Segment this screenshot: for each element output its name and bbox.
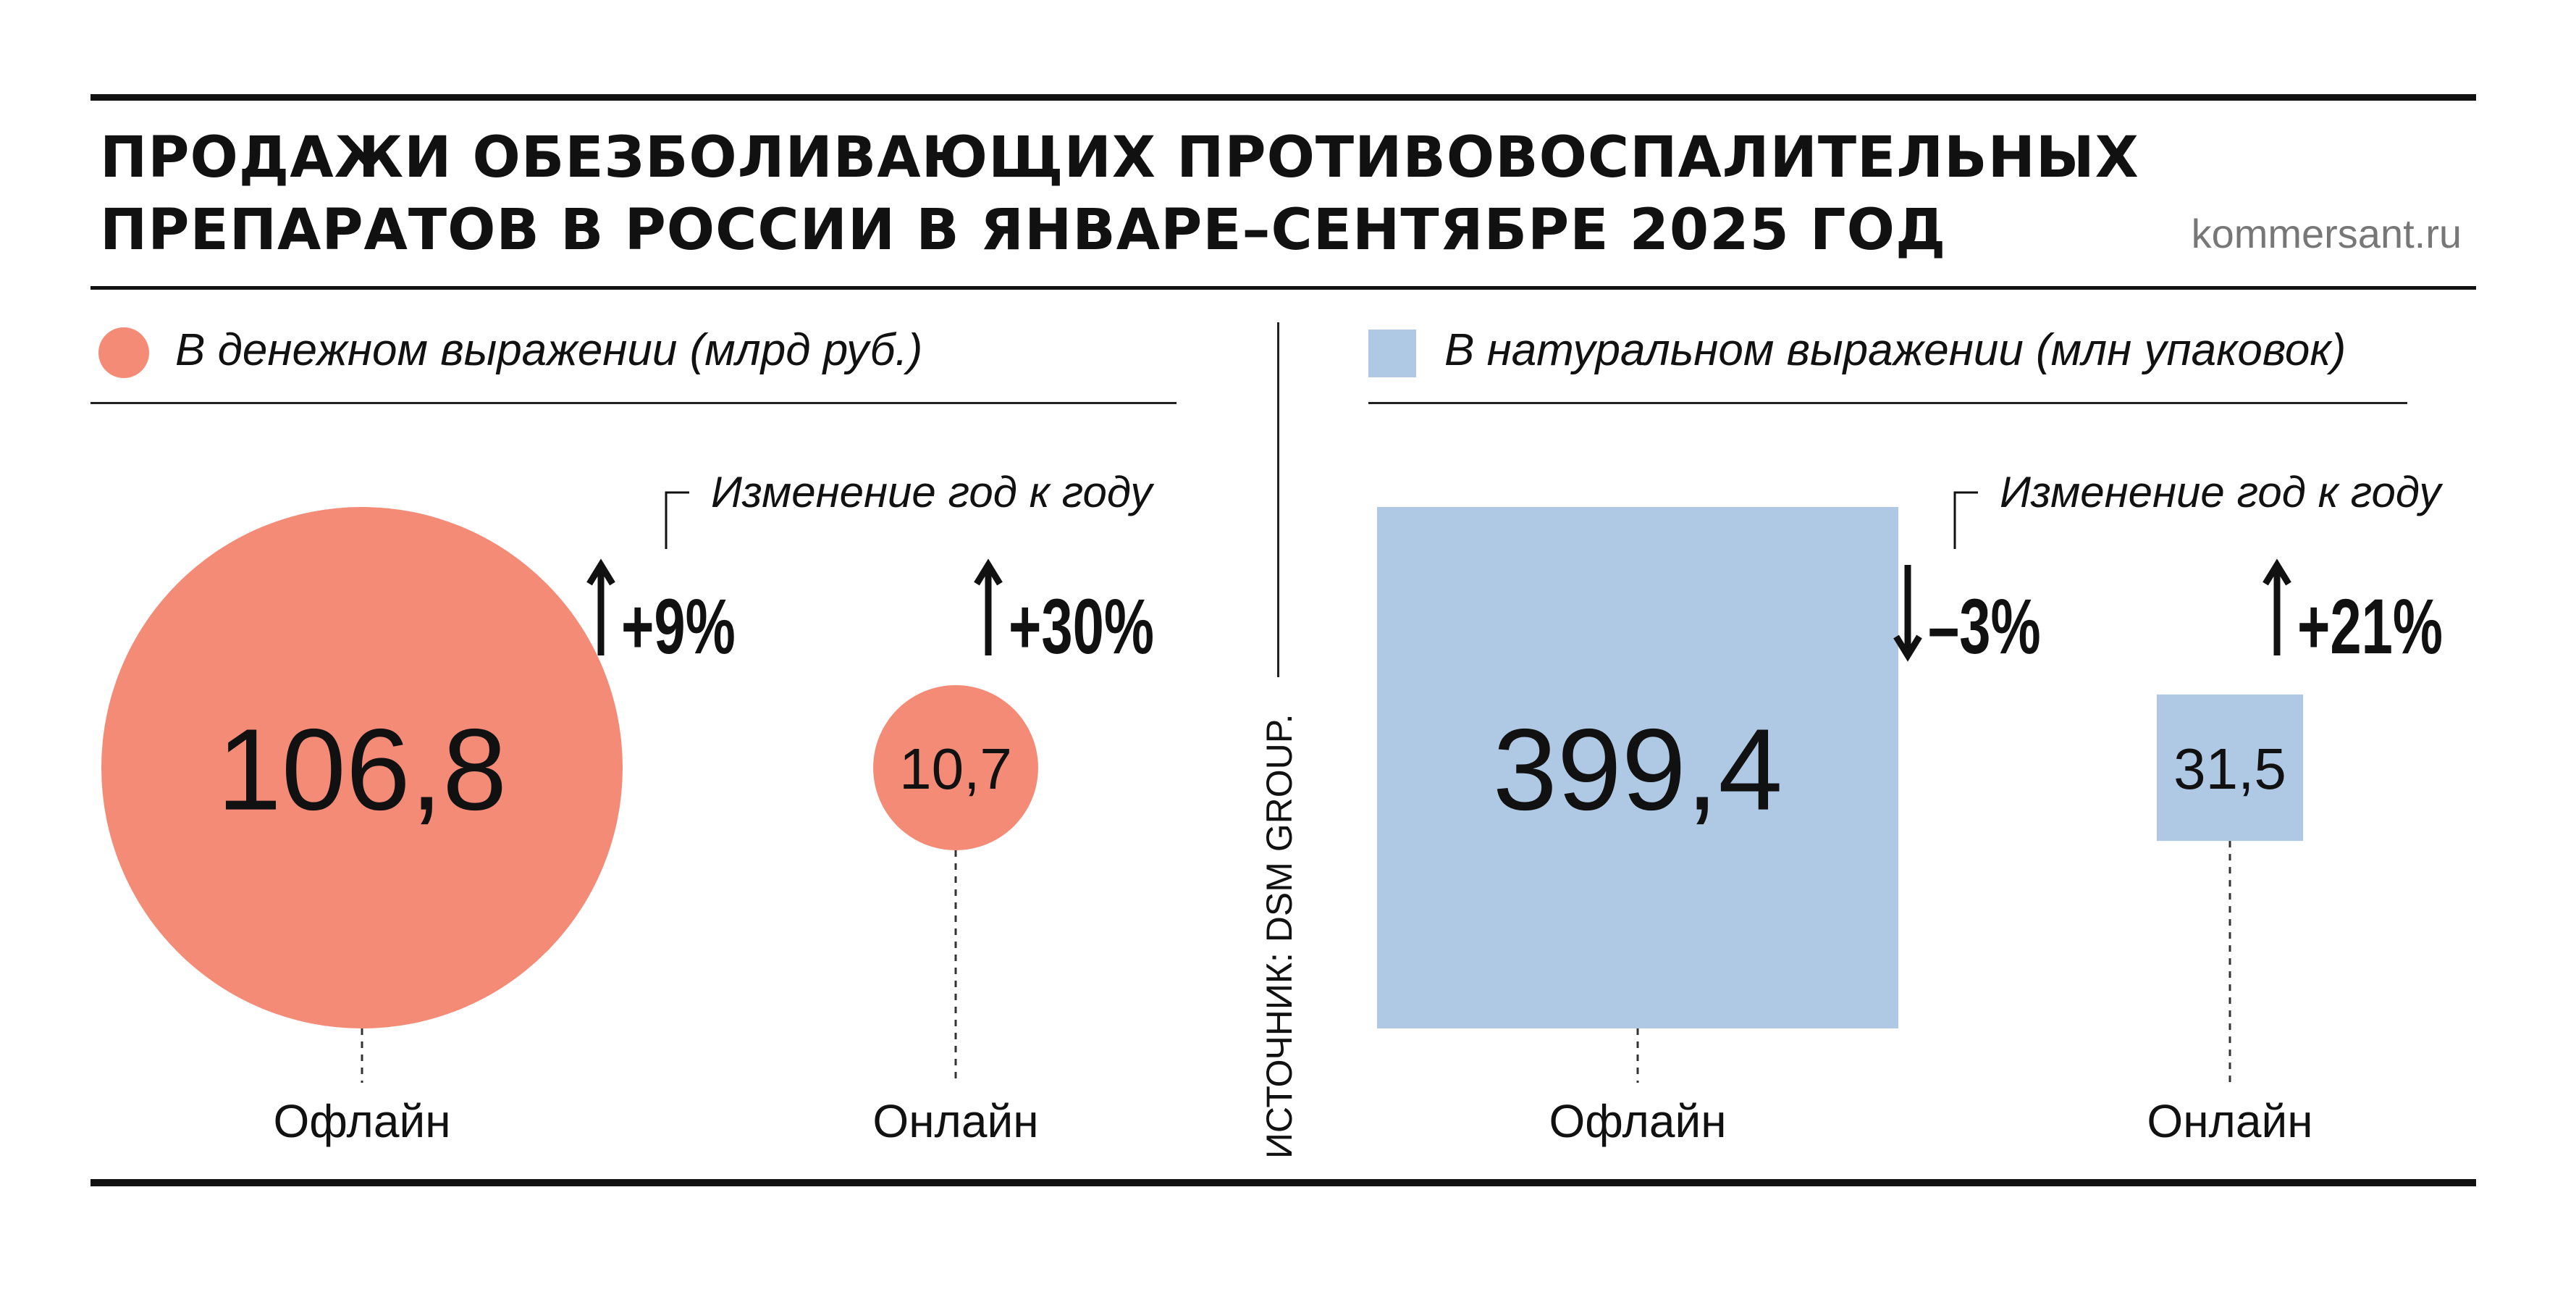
- change-value: –3%: [1928, 582, 2041, 670]
- arrow-up-icon: [586, 558, 615, 655]
- value-label: 399,4: [1493, 705, 1782, 834]
- site-credit: kommersant.ru: [2191, 211, 2462, 256]
- category-label: Онлайн: [2147, 1095, 2312, 1147]
- arrow-up-icon: [974, 558, 1003, 655]
- arrow-down-icon: [1893, 565, 1922, 662]
- category-label: Офлайн: [1549, 1095, 1726, 1147]
- change-value: +9%: [621, 582, 736, 670]
- money-legend-rule: [91, 402, 1177, 404]
- top-rule: [91, 94, 2476, 101]
- money-legend-dot: [98, 327, 149, 378]
- chart-title: ПРОДАЖИ ОБЕЗБОЛИВАЮЩИХ ПРОТИВОВОСПАЛИТЕЛ…: [100, 122, 2200, 267]
- title-line-2: ПРЕПАРАТОВ В РОССИИ В ЯНВАРЕ–СЕНТЯБРЕ 20…: [100, 198, 1947, 263]
- bottom-rule: [91, 1179, 2476, 1186]
- value-label: 10,7: [899, 737, 1012, 801]
- offline-packs-square: [1377, 507, 1898, 1028]
- change-bracket: [1953, 491, 1978, 549]
- change-value: +21%: [2297, 582, 2443, 670]
- online-packs-square: [2156, 694, 2304, 842]
- change-value: +30%: [1009, 582, 1154, 670]
- arrow-up-icon: [2263, 558, 2291, 655]
- change-header: Изменение год к году: [2000, 468, 2444, 516]
- change-bracket: [665, 491, 689, 549]
- value-label: 31,5: [2173, 737, 2286, 801]
- category-label: Офлайн: [273, 1095, 450, 1147]
- packs-legend-square: [1368, 330, 1416, 377]
- money-legend-label: В денежном выражении (млрд руб.): [175, 325, 923, 375]
- title-line-1: ПРОДАЖИ ОБЕЗБОЛИВАЮЩИХ ПРОТИВОВОСПАЛИТЕЛ…: [100, 125, 2139, 190]
- change-header: Изменение год к году: [711, 468, 1155, 516]
- header-rule: [91, 286, 2476, 290]
- packs-legend-label: В натуральном выражении (млн упаковок): [1444, 325, 2346, 375]
- center-divider-upper: [1277, 322, 1279, 677]
- offline-money-bubble: [101, 507, 623, 1028]
- category-label: Онлайн: [872, 1095, 1038, 1147]
- value-label: 106,8: [217, 705, 507, 834]
- packs-legend-rule: [1368, 402, 2407, 404]
- online-money-bubble: [873, 685, 1038, 850]
